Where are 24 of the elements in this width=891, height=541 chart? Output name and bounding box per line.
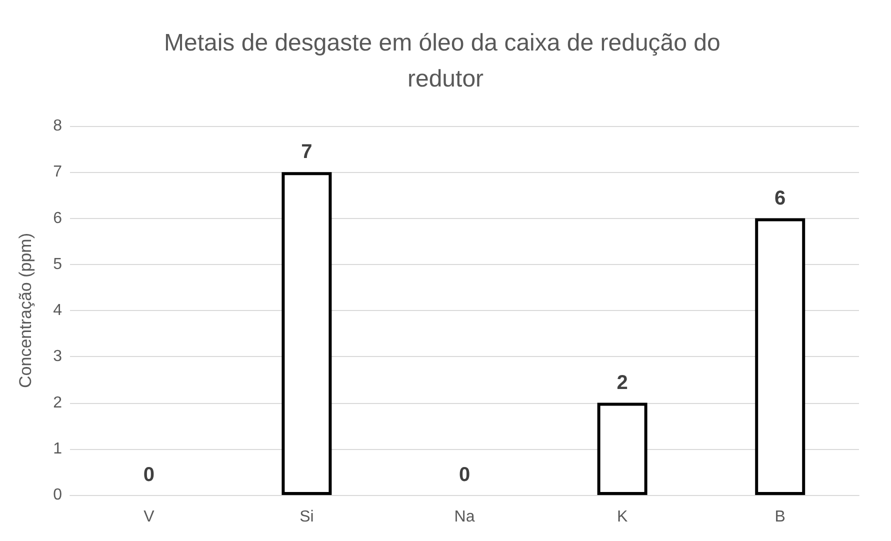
x-tick-label: Si <box>300 508 314 526</box>
y-tick-label: 4 <box>53 302 62 319</box>
data-label: 0 <box>143 464 154 486</box>
bar <box>597 402 648 495</box>
x-tick-label: B <box>774 508 786 526</box>
data-label: 6 <box>774 187 786 210</box>
bar <box>282 172 332 495</box>
bar <box>755 218 806 495</box>
y-tick-label: 3 <box>53 348 62 366</box>
data-label: 7 <box>301 141 312 164</box>
data-label: 0 <box>458 464 470 486</box>
y-tick-label: 7 <box>53 164 62 181</box>
x-tick-label: Na <box>454 508 475 526</box>
x-tick-label: K <box>616 508 628 526</box>
y-tick-label: 6 <box>53 210 62 227</box>
x-tick-label: V <box>144 508 155 526</box>
y-tick-label: 5 <box>53 256 62 273</box>
data-label: 2 <box>616 372 628 394</box>
y-tick-label: 2 <box>53 394 62 412</box>
chart-title: Metais de desgaste em óleo da caixa de redução do redutor <box>164 30 728 92</box>
y-axis-title: Concentração (ppm) <box>16 233 35 388</box>
y-tick-label: 8 <box>53 118 62 134</box>
y-tick-label: 0 <box>53 486 62 504</box>
y-tick-label: 1 <box>53 440 62 458</box>
